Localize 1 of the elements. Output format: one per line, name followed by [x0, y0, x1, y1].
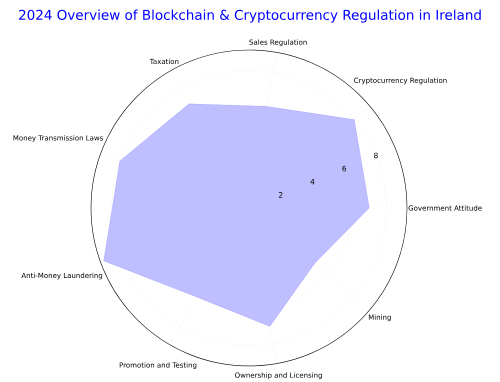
- chart-title: 2024 Overview of Blockchain & Cryptocurrency Regulation in Ireland: [19, 10, 481, 23]
